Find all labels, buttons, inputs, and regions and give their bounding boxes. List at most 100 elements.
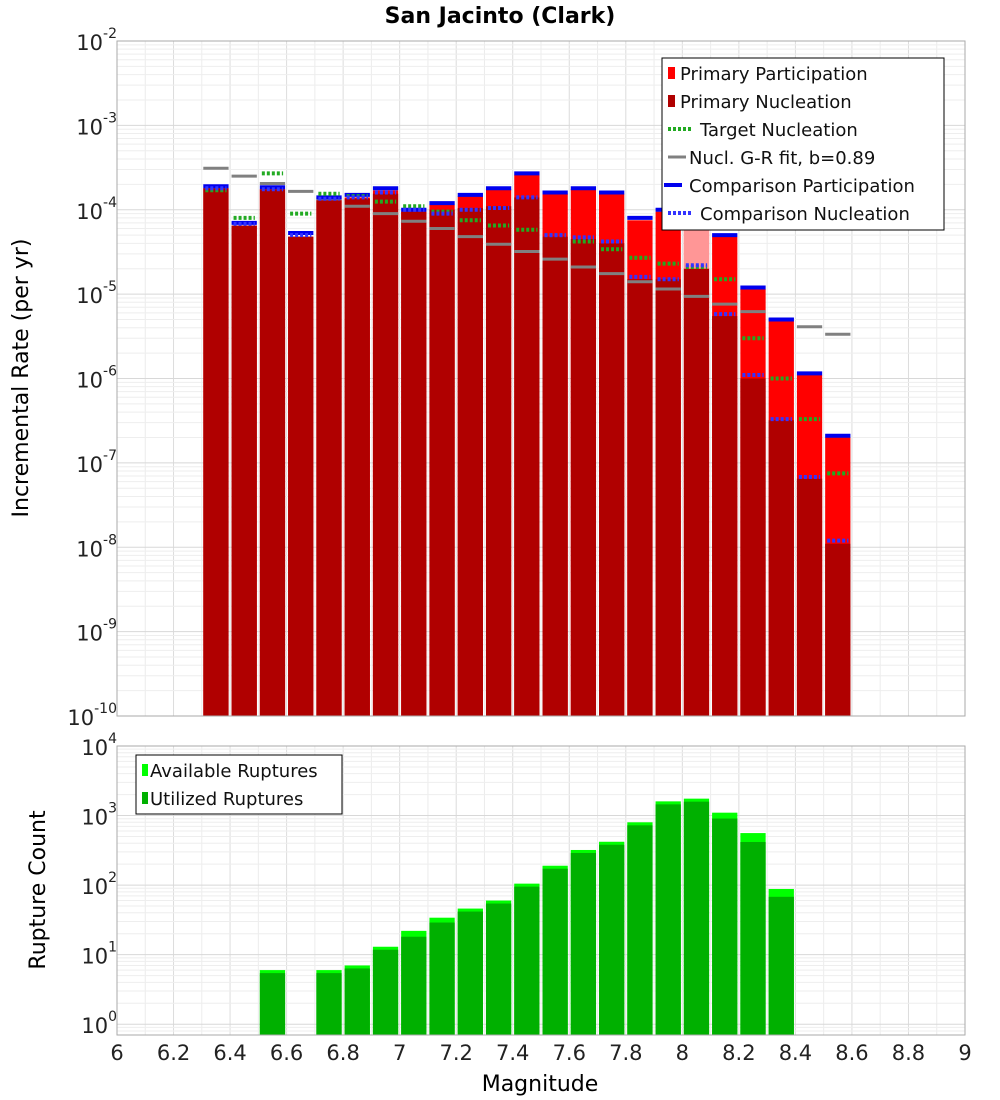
top-legend-box bbox=[661, 57, 945, 231]
bar-primary-nucleation bbox=[740, 378, 766, 716]
x-tick-label: 7.6 bbox=[553, 1041, 586, 1065]
bar-primary-nucleation bbox=[825, 543, 851, 716]
bar-primary-nucleation bbox=[288, 236, 314, 716]
bar-utilized bbox=[627, 825, 653, 1035]
y-tick-label: 10-7 bbox=[76, 448, 117, 477]
x-tick-label: 6.4 bbox=[213, 1041, 246, 1065]
bar-utilized bbox=[712, 818, 738, 1035]
top-y-axis-title: Incremental Rate (per yr) bbox=[9, 239, 34, 518]
x-tick-label: 8 bbox=[676, 1041, 689, 1065]
bar-primary-nucleation bbox=[401, 211, 427, 716]
y-tick-label: 10-9 bbox=[76, 617, 117, 646]
legend-label-target-nucleation: Target Nucleation bbox=[699, 120, 858, 141]
bar-utilized bbox=[344, 968, 370, 1035]
x-tick-label: 7.8 bbox=[609, 1041, 642, 1065]
bottom-bars bbox=[259, 798, 794, 1035]
y-tick-label: 10-3 bbox=[76, 110, 117, 139]
x-axis-title: Magnitude bbox=[482, 1072, 599, 1097]
top-bars bbox=[203, 174, 851, 717]
bottom-plot-frame bbox=[116, 745, 966, 1036]
bar-utilized bbox=[514, 886, 540, 1035]
y-tick-label: 10-4 bbox=[76, 195, 117, 224]
y-tick-label: 103 bbox=[81, 801, 117, 830]
top-plot-frame bbox=[116, 40, 966, 717]
legend-swatch-available bbox=[142, 764, 148, 776]
x-tick-label: 8.6 bbox=[835, 1041, 868, 1065]
bar-primary-nucleation bbox=[712, 316, 738, 716]
bar-utilized bbox=[429, 922, 455, 1035]
legend-swatch-primary-participation bbox=[668, 67, 675, 79]
legend-label-primary-participation: Primary Participation bbox=[680, 64, 868, 85]
y-tick-label: 10-5 bbox=[76, 279, 117, 308]
bar-primary-nucleation bbox=[344, 198, 370, 717]
x-ticks: 6 6.2 6.4 6.6 6.8 7 7.2 7.4 7.6 7.8 8 8.2 8.4 8.6 8.8 9 bbox=[110, 1041, 971, 1065]
legend-label-available: Available Ruptures bbox=[150, 761, 318, 782]
chart-title: San Jacinto (Clark) bbox=[385, 4, 616, 29]
bar-utilized bbox=[372, 949, 399, 1035]
x-tick-label: 9 bbox=[958, 1041, 971, 1065]
legend-label-gr-fit: Nucl. G-R fit, b=0.89 bbox=[689, 148, 875, 169]
bar-primary-nucleation bbox=[768, 420, 794, 716]
bar-utilized bbox=[316, 973, 342, 1035]
y-tick-label: 101 bbox=[81, 940, 117, 969]
top-legend: Primary Participation Primary Nucleation… bbox=[661, 57, 945, 231]
bar-utilized bbox=[599, 844, 625, 1035]
bar-utilized bbox=[485, 903, 512, 1035]
bar-primary-nucleation bbox=[457, 207, 483, 716]
y-tick-label: 10-10 bbox=[67, 701, 117, 730]
bar-primary-nucleation bbox=[796, 478, 823, 716]
bar-primary-nucleation bbox=[372, 193, 399, 716]
x-tick-label: 8.4 bbox=[779, 1041, 812, 1065]
bar-primary-nucleation bbox=[542, 236, 568, 716]
bottom-y-axis-title: Rupture Count bbox=[26, 810, 51, 970]
legend-label-comparison-participation: Comparison Participation bbox=[689, 176, 915, 197]
legend-label-primary-nucleation: Primary Nucleation bbox=[680, 92, 852, 113]
x-tick-label: 6.2 bbox=[157, 1041, 190, 1065]
bar-primary-nucleation bbox=[570, 239, 597, 716]
bar-primary-nucleation bbox=[599, 243, 625, 717]
bar-primary-nucleation bbox=[429, 209, 455, 716]
y-tick-label: 102 bbox=[81, 870, 117, 899]
y-tick-label: 104 bbox=[81, 731, 117, 760]
legend-swatch-primary-nucleation bbox=[668, 95, 675, 107]
bar-primary-nucleation bbox=[259, 189, 286, 717]
bar-utilized bbox=[259, 973, 286, 1035]
x-tick-label: 6.8 bbox=[326, 1041, 359, 1065]
legend-swatch-utilized bbox=[142, 792, 148, 804]
bottom-y-ticks: 100 101 102 103 104 bbox=[81, 731, 117, 1038]
y-tick-label: 10-6 bbox=[76, 364, 117, 393]
y-tick-label: 10-2 bbox=[76, 26, 117, 55]
top-y-ticks: 10-10 10-9 10-8 10-7 10-6 10-5 10-4 10-3 10-2 bbox=[67, 26, 117, 730]
y-tick-label: 10-8 bbox=[76, 532, 117, 561]
top-marks bbox=[203, 166, 851, 543]
bar-utilized bbox=[542, 868, 568, 1035]
x-tick-label: 6.6 bbox=[270, 1041, 303, 1065]
bar-utilized bbox=[457, 911, 483, 1035]
x-tick-label: 8.8 bbox=[892, 1041, 925, 1065]
legend-label-utilized: Utilized Ruptures bbox=[150, 789, 303, 810]
bar-utilized bbox=[768, 896, 794, 1035]
bottom-grid bbox=[116, 746, 966, 1036]
bottom-legend: Available Ruptures Utilized Ruptures bbox=[135, 754, 343, 815]
bar-utilized bbox=[570, 852, 597, 1035]
bar-primary-nucleation bbox=[627, 279, 653, 716]
bar-primary-nucleation bbox=[203, 188, 229, 717]
bar-utilized bbox=[655, 804, 681, 1035]
x-tick-label: 7.4 bbox=[496, 1041, 529, 1065]
bar-primary-nucleation bbox=[514, 197, 540, 717]
bar-primary-nucleation bbox=[316, 200, 342, 716]
bar-utilized bbox=[683, 801, 710, 1035]
x-tick-label: 7 bbox=[393, 1041, 406, 1065]
x-tick-label: 8.2 bbox=[722, 1041, 755, 1065]
bar-primary-nucleation bbox=[485, 206, 512, 716]
x-tick-label: 6 bbox=[110, 1041, 123, 1065]
bar-primary-nucleation bbox=[683, 268, 710, 716]
x-tick-label: 7.2 bbox=[439, 1041, 472, 1065]
bar-utilized bbox=[401, 936, 427, 1035]
y-tick-label: 100 bbox=[81, 1009, 117, 1038]
bottom-legend-box bbox=[135, 754, 343, 815]
bar-utilized bbox=[740, 842, 766, 1035]
bar-primary-nucleation bbox=[231, 225, 257, 716]
legend-label-comparison-nucleation: Comparison Nucleation bbox=[700, 204, 910, 225]
